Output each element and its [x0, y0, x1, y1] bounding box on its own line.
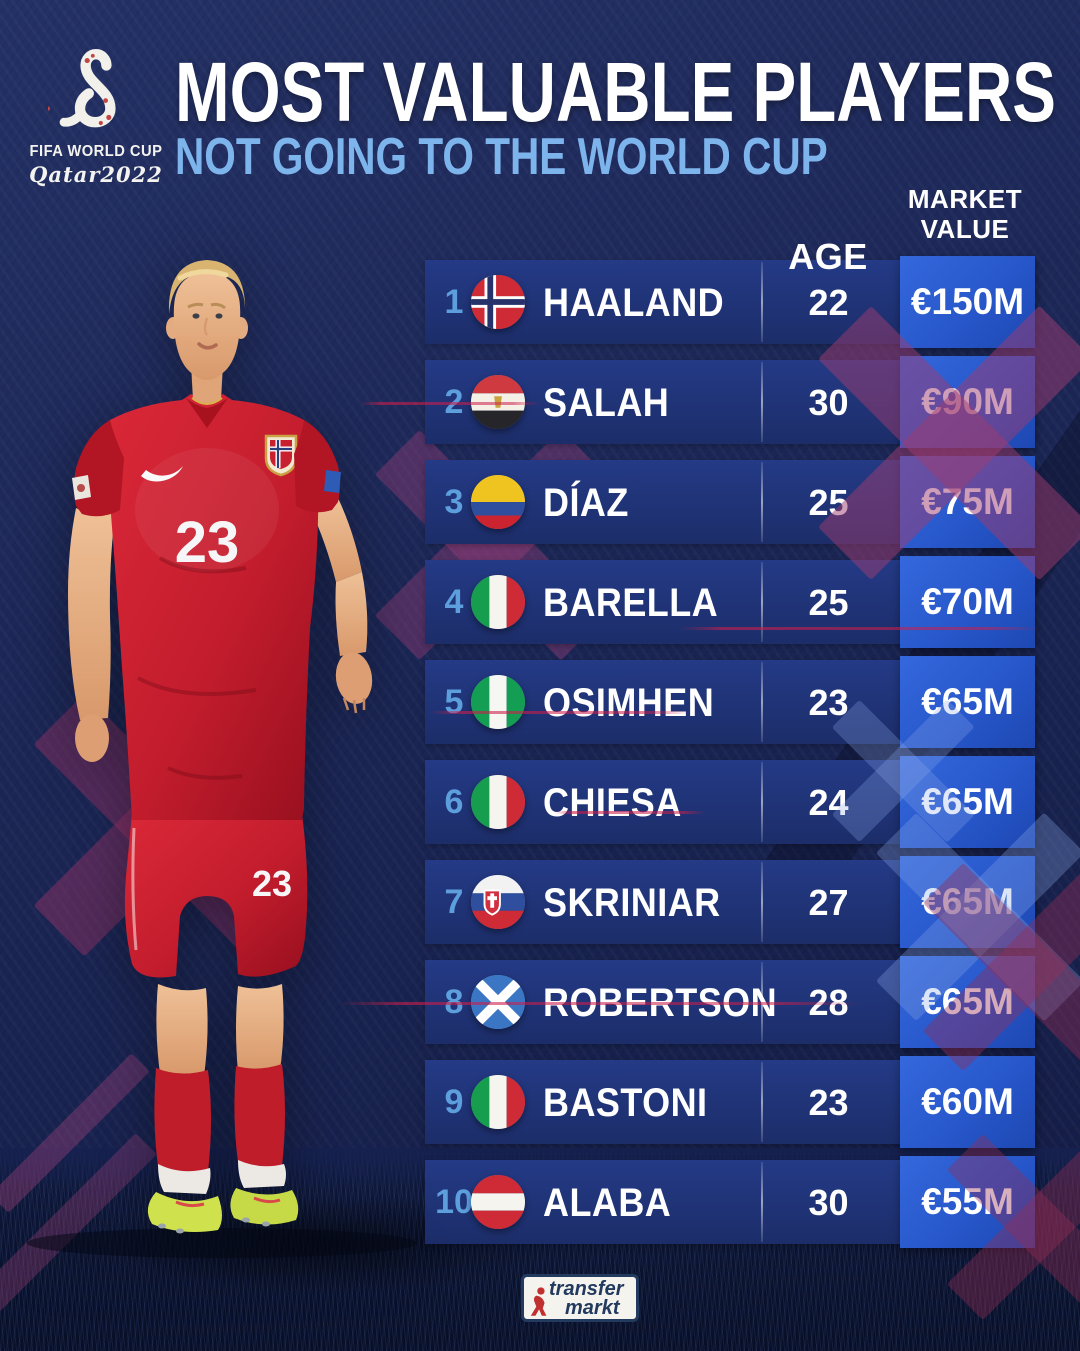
player-name: CHIESA [543, 781, 682, 825]
fifa-world-cup-logo: FIFA WORLD CUP Qatar2022 [26, 38, 166, 187]
column-header-market-value: MARKET VALUE [907, 184, 1023, 244]
player-name: ALABA [543, 1181, 672, 1225]
market-value-box: €65M [900, 856, 1035, 948]
player-name: SKRINIAR [543, 881, 721, 925]
column-divider [761, 962, 763, 1042]
age-value: 22 [808, 282, 849, 323]
flag-scotland-icon [471, 975, 525, 1029]
flag-norway-icon [471, 275, 525, 329]
rank-label: 4 [444, 583, 464, 621]
rank-label: 9 [444, 1083, 464, 1121]
column-divider [761, 762, 763, 842]
nike-swoosh-icon [141, 466, 183, 482]
shorts-number: 23 [252, 863, 292, 904]
age-value: 30 [808, 382, 849, 423]
player-photo-haaland: 23 23 [27, 260, 417, 1258]
flag-italy-icon [471, 1075, 525, 1129]
market-value-box: €150M [900, 256, 1035, 348]
rank-label: 6 [444, 783, 464, 821]
age-value: 28 [808, 982, 849, 1023]
player-name: DÍAZ [543, 481, 629, 525]
fifa-logo-year: Qatar2022 [29, 162, 163, 187]
market-value: €75M [921, 481, 1014, 522]
table-row: 2 SALAH 30 €90M [425, 356, 1035, 448]
table-row: 5 OSIMHEN 23 €65M [425, 656, 1035, 748]
fifa-logo-text: FIFA WORLD CUP [29, 143, 163, 160]
market-value: €65M [921, 881, 1014, 922]
transfermarkt-player-icon [530, 1287, 547, 1316]
market-value: €65M [921, 981, 1014, 1022]
market-value: €65M [921, 781, 1014, 822]
flag-italy-icon [471, 775, 525, 829]
table-row: 9 BASTONI 23 €60M [425, 1056, 1035, 1148]
player-name: BASTONI [543, 1081, 708, 1125]
age-value: 23 [808, 682, 849, 723]
player-shadow [27, 1228, 417, 1258]
market-value-box: €60M [900, 1056, 1035, 1148]
column-divider [761, 562, 763, 642]
age-value: 30 [808, 1182, 849, 1223]
age-value: 24 [808, 782, 849, 823]
market-value-box: €65M [900, 956, 1035, 1048]
column-divider [761, 462, 763, 542]
sleeve-patch-uefa [324, 470, 341, 493]
market-value: €150M [910, 281, 1025, 322]
flag-colombia-icon [471, 475, 525, 529]
column-divider [761, 262, 763, 342]
rank-label: 10 [435, 1183, 473, 1221]
rank-label: 3 [444, 483, 464, 521]
page-title: MOST VALUABLE PLAYERS [175, 45, 1056, 139]
player-name: OSIMHEN [543, 681, 715, 725]
norway-crest-icon [264, 434, 298, 477]
age-value: 27 [808, 882, 849, 923]
market-value-box: €65M [900, 656, 1035, 748]
shirt-number: 23 [175, 510, 240, 575]
market-value-box: €70M [900, 556, 1035, 648]
player-name: ROBERTSON [543, 981, 778, 1025]
transfermarkt-logo: transfer markt [521, 1274, 639, 1322]
market-value: €90M [921, 381, 1014, 422]
brand-word-transfer: transfer [549, 1278, 624, 1300]
players-table: 1 HAALAND 22 €150M 2 SALAH 30 €90M 3 DÍA… [425, 256, 1035, 1255]
table-row: 7 SKRINIAR 27 €65M [425, 856, 1035, 948]
player-name: HAALAND [543, 281, 725, 325]
flag-austria-icon [471, 1175, 525, 1229]
flag-nigeria-icon [471, 675, 525, 729]
flag-slovakia-icon [471, 875, 525, 929]
page-subtitle: NOT GOING TO THE WORLD CUP [175, 128, 828, 186]
market-value-box: €65M [900, 756, 1035, 848]
column-divider [761, 362, 763, 442]
age-value: 23 [808, 1082, 849, 1123]
player-name: SALAH [543, 381, 670, 425]
column-divider [761, 662, 763, 742]
column-divider [761, 1062, 763, 1142]
brand-word-markt: markt [565, 1297, 620, 1319]
market-value-box: €55M [900, 1156, 1035, 1248]
age-value: 25 [808, 482, 849, 523]
player-name: BARELLA [543, 581, 719, 625]
rank-label: 1 [444, 283, 464, 321]
market-value-box: €90M [900, 356, 1035, 448]
table-row: 6 CHIESA 24 €65M [425, 756, 1035, 848]
column-header-age: AGE [788, 236, 868, 277]
market-value: €70M [921, 581, 1014, 622]
rank-label: 7 [444, 883, 464, 921]
table-row: 3 DÍAZ 25 €75M [425, 456, 1035, 548]
column-divider [761, 1162, 763, 1242]
market-value: €60M [921, 1081, 1014, 1122]
market-value-box: €75M [900, 456, 1035, 548]
flag-italy-icon [471, 575, 525, 629]
table-row: 4 BARELLA 25 €70M [425, 556, 1035, 648]
table-row: 1 HAALAND 22 €150M [425, 256, 1035, 348]
table-row: 8 ROBERTSON 28 €65M [425, 956, 1035, 1048]
table-row: 10 ALABA 30 €55M [425, 1156, 1035, 1248]
market-value: €65M [921, 681, 1014, 722]
age-value: 25 [808, 582, 849, 623]
market-value: €55M [921, 1181, 1014, 1222]
flag-egypt-icon [471, 375, 525, 429]
column-divider [761, 862, 763, 942]
fifa-qatar-emblem-icon [45, 49, 116, 128]
